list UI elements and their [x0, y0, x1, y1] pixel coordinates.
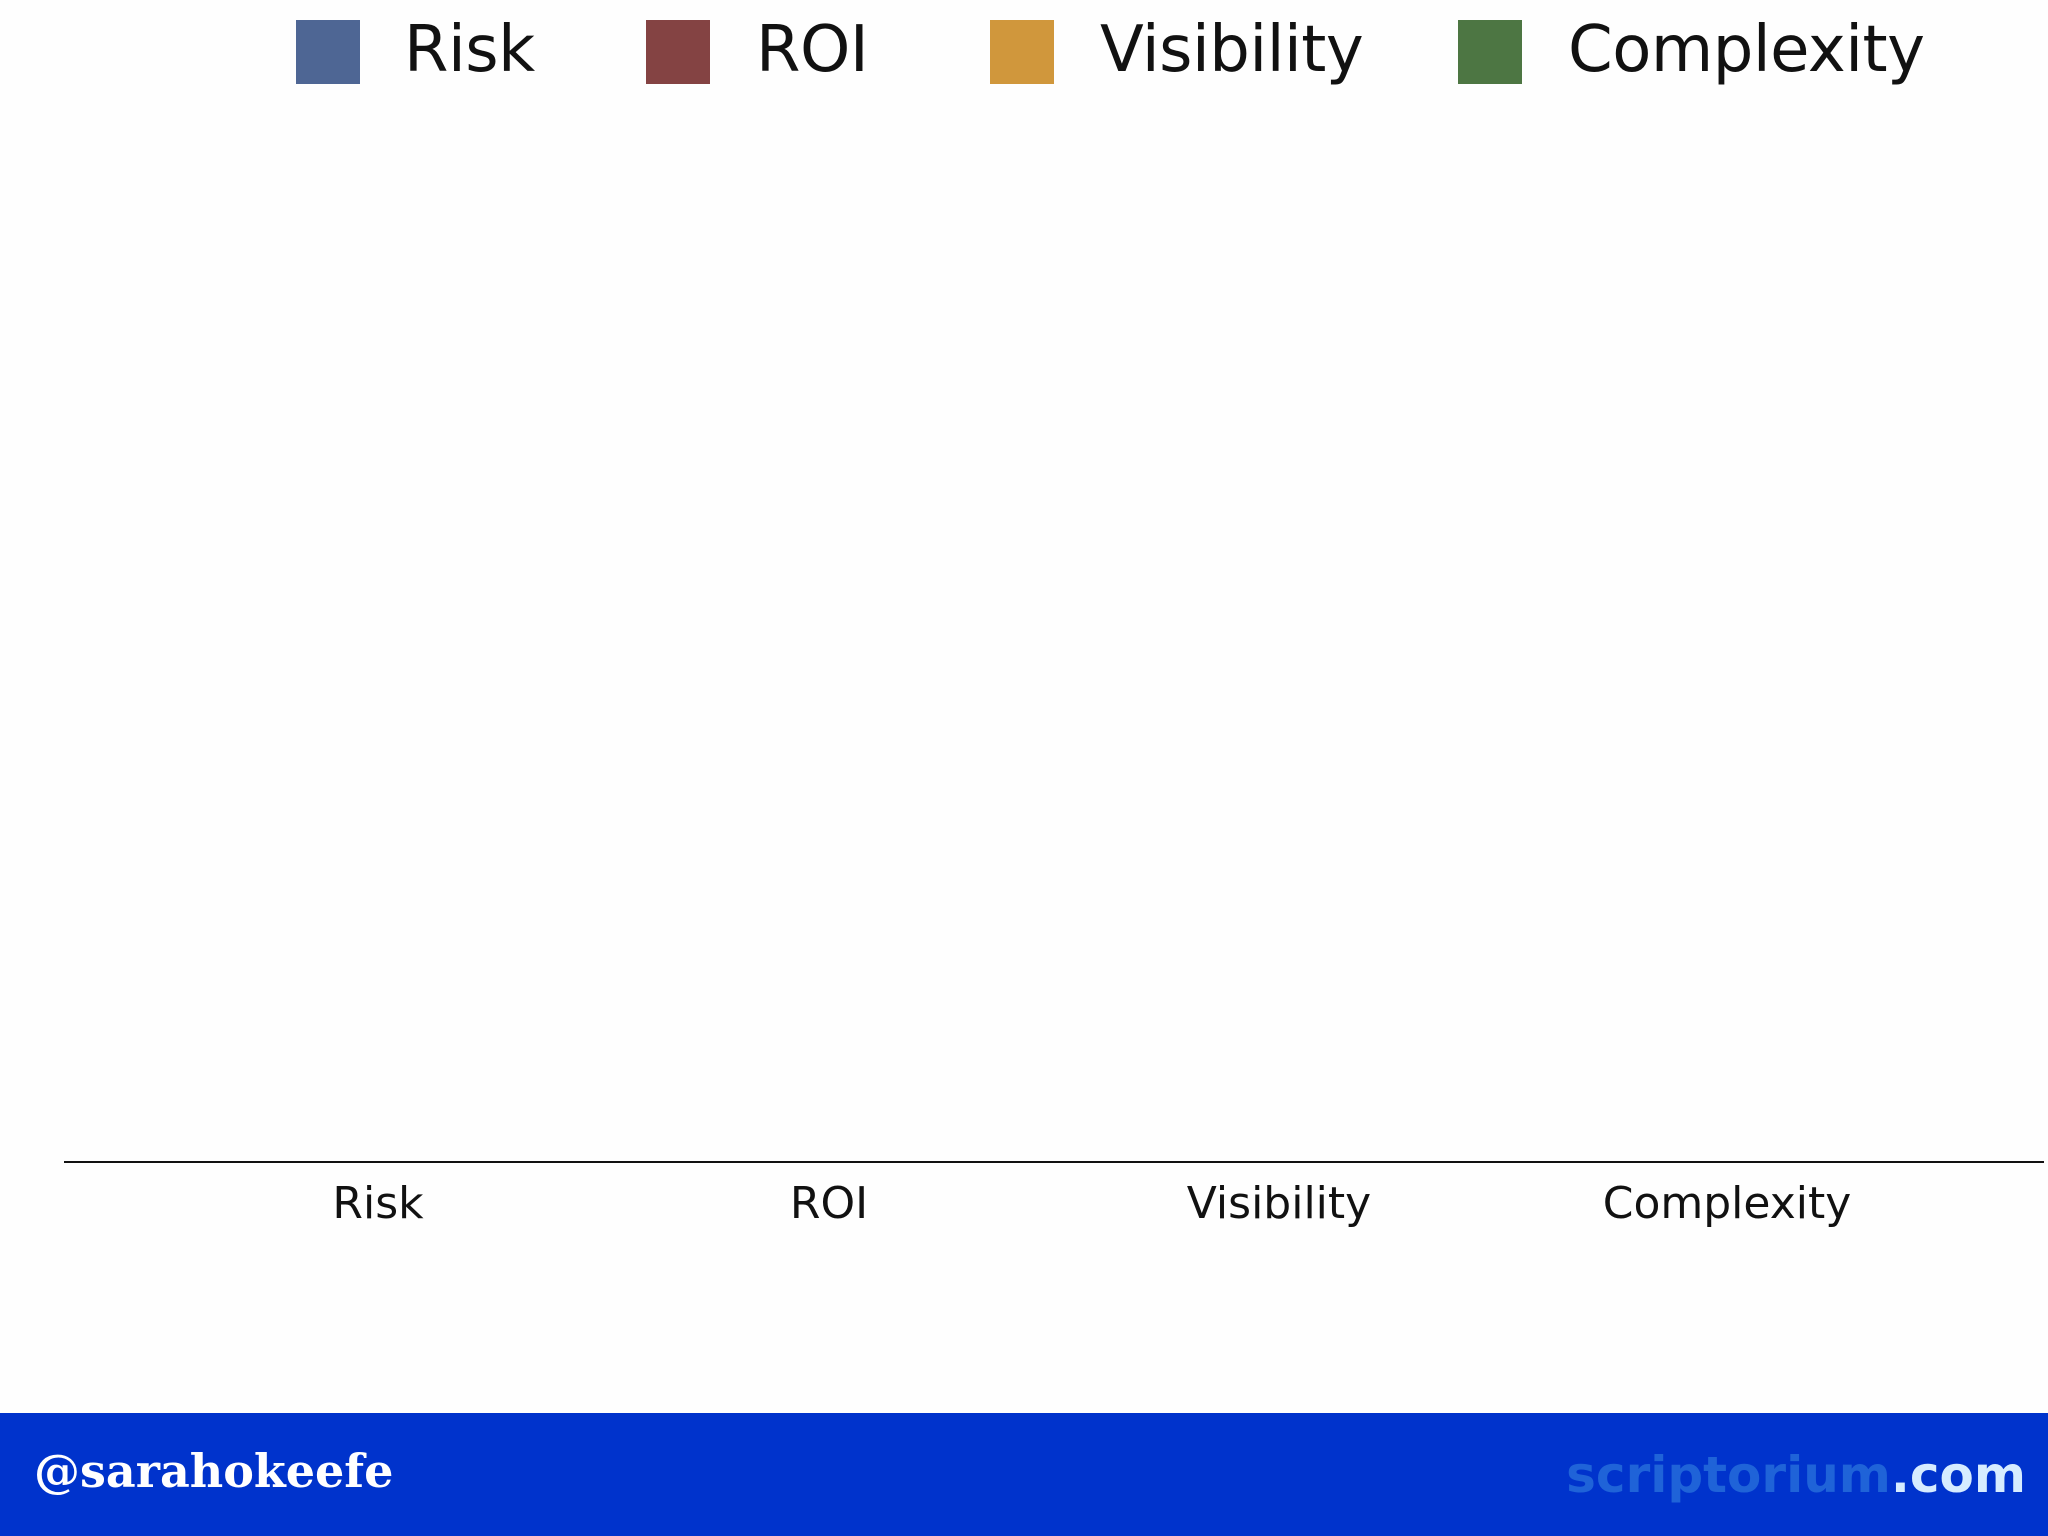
legend-swatch-roi	[646, 20, 710, 84]
x-tick-label-roi: ROI	[790, 1178, 868, 1229]
x-tick-label-complexity: Complexity	[1603, 1178, 1852, 1229]
x-tick-label-risk: Risk	[332, 1178, 424, 1229]
footer-bar: @sarahokeefe scriptorium.com	[0, 1413, 2048, 1536]
legend-label-roi: ROI	[756, 13, 869, 87]
twitter-handle: @sarahokeefe	[34, 1444, 394, 1498]
legend-label-complexity: Complexity	[1568, 13, 1925, 87]
x-tick-label-visibility: Visibility	[1187, 1178, 1371, 1229]
site-logo-tld: .com	[1890, 1446, 2026, 1504]
legend-label-risk: Risk	[404, 13, 535, 87]
site-logo: scriptorium.com	[1566, 1443, 2026, 1507]
x-tick-labels: Risk ROI Visibility Complexity	[332, 1178, 1851, 1229]
legend-swatch-visibility	[990, 20, 1054, 84]
legend-swatch-complexity	[1458, 20, 1522, 84]
legend-swatch-risk	[296, 20, 360, 84]
legend-label-visibility: Visibility	[1100, 13, 1364, 87]
bar-chart: Risk ROI Visibility Complexity	[64, 1161, 2044, 1229]
site-logo-main: scriptorium	[1566, 1446, 1891, 1504]
chart-legend: Risk ROI Visibility Complexity	[0, 0, 2048, 110]
